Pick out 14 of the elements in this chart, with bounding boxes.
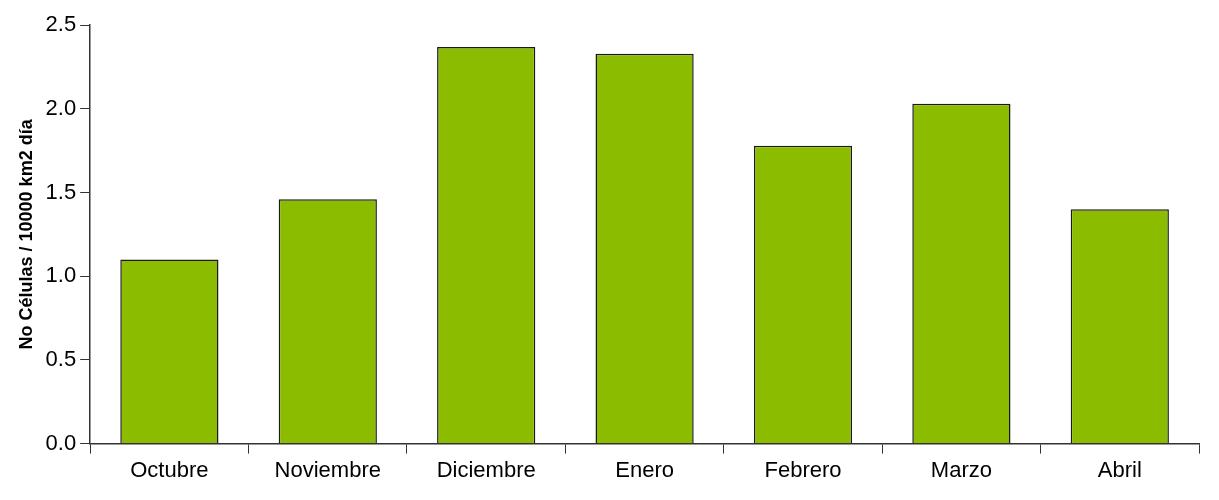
x-tick-label: Diciembre (436, 456, 536, 482)
x-tick-label: Octubre (130, 456, 209, 482)
x-tick-label: Febrero (764, 456, 842, 482)
y-tick-label: 2.0 (45, 94, 77, 120)
y-tick-label: 2.5 (45, 11, 77, 37)
y-tick-label: 1.0 (45, 262, 77, 288)
x-tick-label: Noviembre (274, 456, 381, 482)
y-tick-label: 0.5 (45, 345, 77, 371)
x-tick-label: Marzo (930, 456, 992, 482)
y-tick-label: 1.5 (45, 178, 77, 204)
x-tick-label: Enero (615, 456, 674, 482)
y-axis-title: No Células / 10000 km2 día (15, 118, 36, 350)
x-tick-label: Abril (1097, 456, 1142, 482)
y-tick-label: 0.0 (45, 429, 77, 455)
